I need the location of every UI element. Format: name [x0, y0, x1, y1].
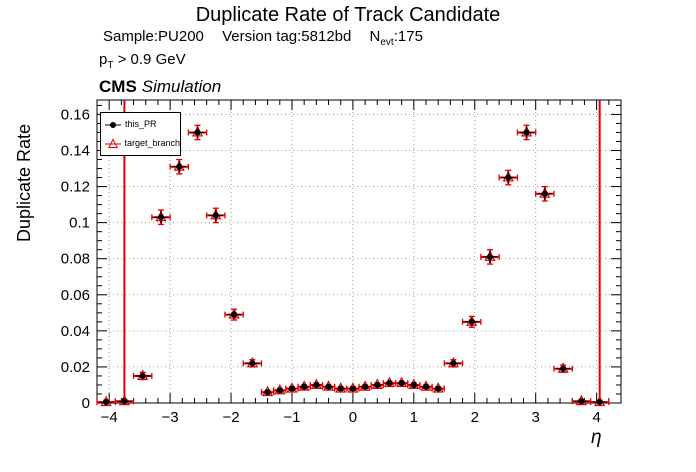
nevt-label: Nevt:175 [369, 28, 423, 48]
cms-bold-text: CMS [99, 77, 137, 96]
pt-cut-label: pT > 0.9 GeV [99, 51, 186, 71]
y-tick-label: 0.12 [61, 179, 90, 196]
y-axis-title: Duplicate Rate [14, 124, 34, 242]
y-tick-label: 0.04 [61, 323, 90, 340]
y-tick-label: 0.08 [61, 251, 90, 268]
sample-label: Sample:PU200 [103, 28, 204, 45]
x-tick-label: 0 [349, 409, 357, 426]
sample-info-line: Sample:PU200 Version tag:5812bd Nevt:175 [103, 28, 423, 48]
filled-circle-marker-icon [101, 119, 125, 131]
x-tick-label: −3 [162, 409, 179, 426]
x-tick-label: −2 [222, 409, 239, 426]
x-tick-label: 2 [471, 409, 479, 426]
x-tick-label: 1 [410, 409, 418, 426]
plot-frame [96, 99, 622, 404]
legend-entry-target-branch: target_branch [101, 134, 180, 153]
x-tick-label: −1 [283, 409, 300, 426]
y-tick-label: 0.1 [69, 215, 90, 232]
version-tag-label: Version tag:5812bd [222, 28, 352, 45]
x-tick-label: −4 [101, 409, 118, 426]
y-tick-label: 0.16 [61, 106, 90, 123]
y-tick-label: 0.14 [61, 143, 90, 160]
y-tick-label: 0.06 [61, 287, 90, 304]
x-tick-label: 3 [532, 409, 540, 426]
legend-entry-this-pr: this_PR [101, 115, 180, 134]
legend-label: this_PR [125, 119, 157, 129]
y-tick-label: 0.02 [61, 359, 90, 376]
y-tick-label: 0 [82, 395, 90, 412]
legend-label: target_branch [124, 138, 180, 148]
x-axis-title: η [591, 427, 602, 448]
plot-title: Duplicate Rate of Track Candidate [195, 4, 501, 26]
x-tick-label: 4 [592, 409, 600, 426]
cms-italic-text: Simulation [141, 77, 222, 96]
open-triangle-marker-icon [101, 137, 124, 150]
legend: this_PR target_branch [100, 112, 181, 156]
cms-label: CMS Simulation [99, 77, 221, 97]
